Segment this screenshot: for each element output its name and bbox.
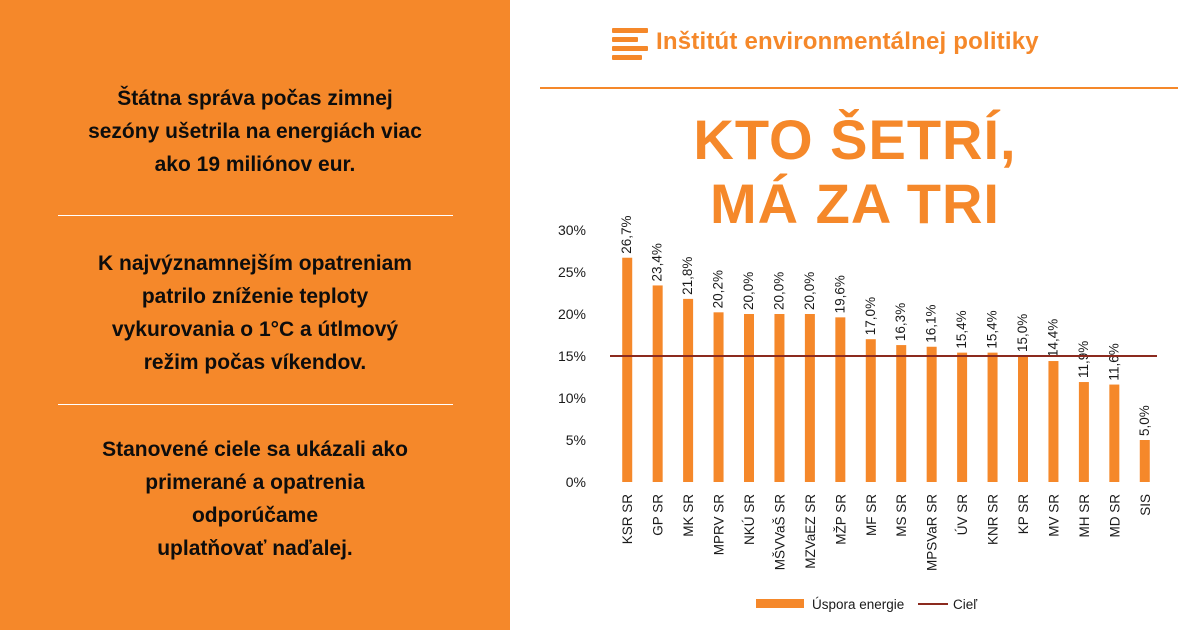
bar <box>744 314 754 482</box>
bar <box>804 314 815 482</box>
divider <box>58 215 453 216</box>
bar-value-label: 26,7% <box>619 215 634 253</box>
divider <box>58 404 453 405</box>
summary-line: odporúčame <box>191 504 319 527</box>
bar <box>865 339 876 482</box>
bar-value-label: 14,4% <box>1045 319 1060 357</box>
bar <box>987 352 998 482</box>
bars <box>622 257 1150 482</box>
bar <box>957 352 968 482</box>
bar <box>683 298 694 482</box>
y-tick-label: 25% <box>558 264 586 280</box>
x-tick-label: MPSVaR SR <box>925 494 940 571</box>
x-tick-label: MŠVVaŠ SR <box>772 494 787 571</box>
bar-value-label: 20,0% <box>802 272 817 310</box>
y-tick-label: 10% <box>558 390 586 406</box>
x-tick-label: MV SR <box>1046 494 1061 537</box>
bar-value-label: 23,4% <box>650 243 665 281</box>
summary-line: ako 19 miliónov eur. <box>154 153 356 176</box>
legend-swatch-bar <box>756 599 804 608</box>
bar <box>622 257 633 482</box>
bar-value-label: 20,0% <box>741 272 756 310</box>
x-tick-label: MD SR <box>1107 494 1122 538</box>
bar <box>835 317 846 482</box>
summary-line: Štátna správa počas zimnej <box>117 87 393 110</box>
logo-text: Inštitút environmentálnej politiky <box>656 28 1039 55</box>
bar-value-label: 21,8% <box>680 257 695 295</box>
x-tick-label: MŽP SR <box>833 494 848 545</box>
header-rule <box>540 87 1178 89</box>
bar <box>1018 356 1028 482</box>
x-tick-label: SIS <box>1138 494 1153 516</box>
left-panel: Štátna správa počas zimnej sezóny ušetri… <box>0 0 510 630</box>
legend: Úspora energie Cieľ <box>756 597 978 612</box>
y-tick-label: 30% <box>558 222 586 238</box>
bar <box>713 312 724 482</box>
summary-line: K najvýznamnejším opatreniam <box>98 252 412 275</box>
bar-value-label: 20,0% <box>771 272 786 310</box>
bar-value-label: 15,0% <box>1015 314 1030 352</box>
y-tick-label: 20% <box>558 306 586 322</box>
summary-line: Stanovené ciele sa ukázali ako <box>102 438 408 461</box>
legend-label-bar: Úspora energie <box>812 597 904 612</box>
x-tick-label: MK SR <box>681 494 696 537</box>
bar-labels: 26,7% 23,4% 21,8% 20,2% 20,0% 20,0% 20,0% 19,6%… <box>619 215 1152 436</box>
y-tick-label: 0% <box>566 474 586 490</box>
bar-value-label: 17,0% <box>863 297 878 335</box>
bar <box>1139 440 1150 482</box>
x-tick-label: NKÚ SR <box>742 494 757 545</box>
summary-paragraph-2: K najvýznamnejším opatreniam patrilo zní… <box>40 247 470 379</box>
summary-line: uplatňovať naďalej. <box>157 537 353 560</box>
y-tick-label: 15% <box>558 348 586 364</box>
summary-line: režim počas víkendov. <box>143 351 367 374</box>
bar <box>926 346 937 482</box>
summary-line: patrilo zníženie teploty <box>141 285 369 308</box>
bar-value-label: 5,0% <box>1137 405 1152 436</box>
x-tick-label: MF SR <box>864 494 879 536</box>
summary-line: vykurovania o 1°C a útlmový <box>111 318 399 341</box>
x-tick-label: MZVaEZ SR <box>803 494 818 569</box>
x-tick-label: KP SR <box>1016 494 1031 535</box>
x-tick-label: ÚV SR <box>955 494 970 536</box>
x-tick-label: MH SR <box>1077 494 1092 538</box>
bar <box>1048 361 1059 482</box>
x-tick-label: GP SR <box>651 494 666 536</box>
bar-value-label: 15,4% <box>985 310 1000 348</box>
summary-paragraph-3: Stanovené ciele sa ukázali ako primerané… <box>40 433 470 565</box>
y-axis: 0% 5% 10% 15% 20% 25% 30% <box>558 222 586 490</box>
summary-paragraph-1: Štátna správa počas zimnej sezóny ušetri… <box>40 82 470 181</box>
bar-value-label: 16,1% <box>924 304 939 342</box>
x-axis: KSR SR GP SR MK SR MPRV SR NKÚ SR MŠVVaŠ SR MZ… <box>620 494 1153 571</box>
energy-savings-chart: 0% 5% 10% 15% 20% 25% 30% 26,7% 23,4% 21,8% 20,2%… <box>558 215 1157 612</box>
bar <box>774 314 785 482</box>
x-tick-label: KSR SR <box>620 494 635 545</box>
bar-value-label: 11,6% <box>1106 343 1121 380</box>
logo-bars-icon <box>612 28 648 60</box>
bar-value-label: 19,6% <box>832 275 847 313</box>
headline-line-2: MÁ ZA TRI <box>710 172 1000 235</box>
y-tick-label: 5% <box>566 432 586 448</box>
x-tick-label: MPRV SR <box>712 494 727 556</box>
summary-line: sezóny ušetrila na energiách viac <box>88 120 422 143</box>
x-tick-label: MS SR <box>894 494 909 537</box>
headline-line-1: KTO ŠETRÍ, <box>693 108 1017 171</box>
bar-value-label: 11,9% <box>1076 341 1091 378</box>
bar <box>1109 384 1120 482</box>
x-tick-label: KNR SR <box>986 494 1001 545</box>
legend-label-target: Cieľ <box>953 597 978 612</box>
bar-value-label: 20,2% <box>711 270 726 308</box>
bar-value-label: 15,4% <box>954 310 969 348</box>
headline: KTO ŠETRÍ, MÁ ZA TRI <box>640 108 1070 236</box>
bar <box>896 345 907 482</box>
bar-value-label: 16,3% <box>893 303 908 341</box>
bar <box>652 285 663 482</box>
bar <box>1078 382 1089 482</box>
summary-line: primerané a opatrenia <box>145 471 365 494</box>
